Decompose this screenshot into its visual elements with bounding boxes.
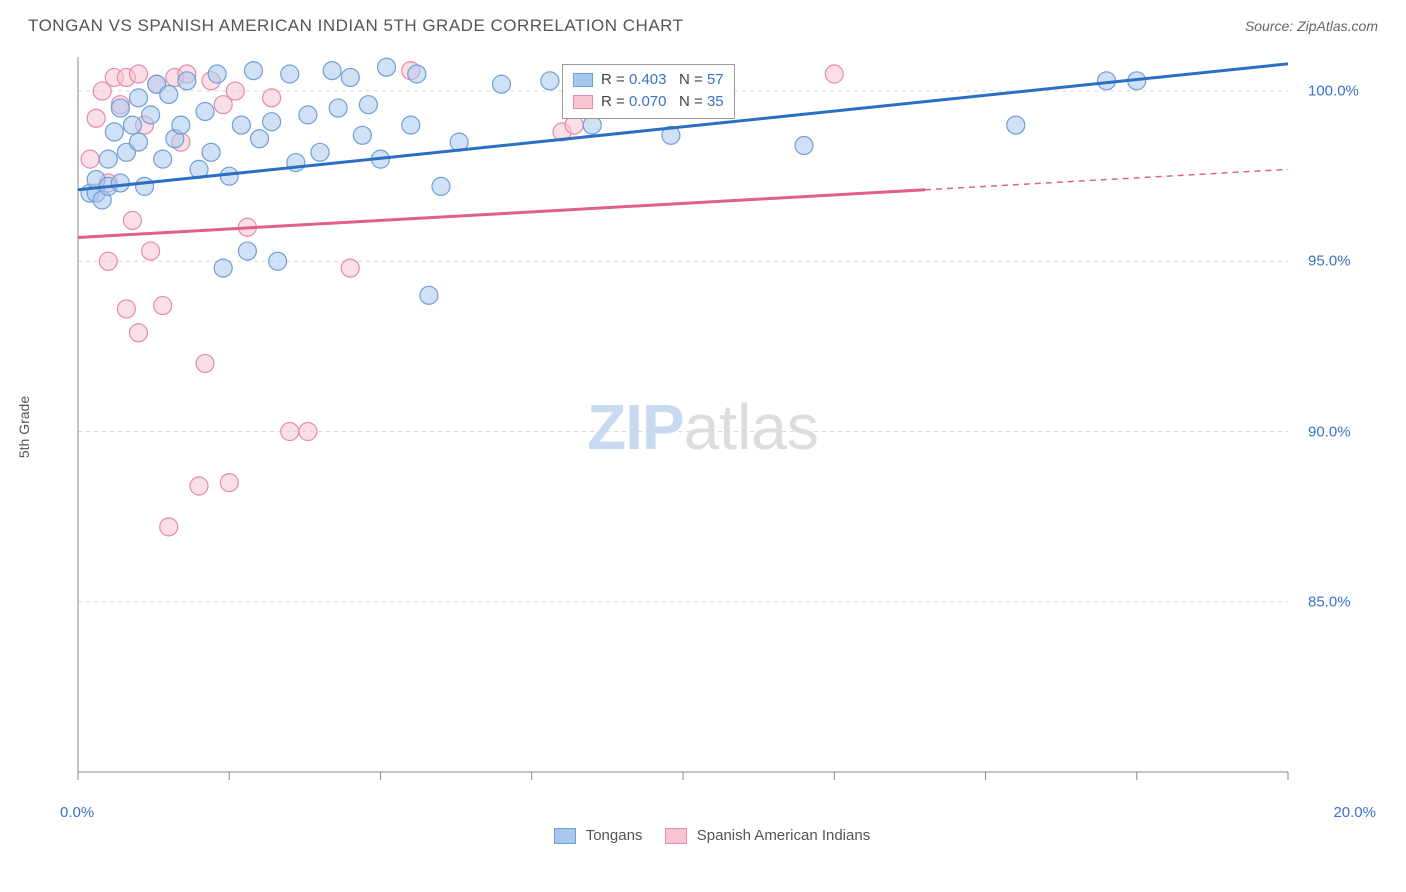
y-tick-label: 85.0% bbox=[1308, 593, 1351, 610]
y-tick-label: 95.0% bbox=[1308, 253, 1351, 270]
legend-swatch-spanish bbox=[665, 828, 687, 844]
legend-swatch-tongans bbox=[554, 828, 576, 844]
x-tick-end: 20.0% bbox=[1333, 804, 1376, 821]
legend-bottom: Tongans Spanish American Indians bbox=[0, 821, 1406, 844]
x-tick-start: 0.0% bbox=[60, 804, 94, 821]
source-attribution: Source: ZipAtlas.com bbox=[1245, 18, 1378, 34]
header: TONGAN VS SPANISH AMERICAN INDIAN 5TH GR… bbox=[0, 0, 1406, 44]
y-tick-label: 100.0% bbox=[1308, 83, 1359, 100]
x-axis-labels: 0.0% 20.0% bbox=[0, 802, 1406, 821]
y-tick-label: 90.0% bbox=[1308, 423, 1351, 440]
scatter-plot bbox=[28, 52, 1298, 802]
chart-title: TONGAN VS SPANISH AMERICAN INDIAN 5TH GR… bbox=[28, 16, 684, 36]
legend-label-tongans: Tongans bbox=[586, 827, 643, 844]
y-axis-label: 5th Grade bbox=[16, 396, 32, 458]
correlation-legend-box: R = 0.403 N = 57R = 0.070 N = 35 bbox=[562, 64, 735, 119]
legend-stat-row: R = 0.403 N = 57 bbox=[573, 69, 724, 92]
legend-stat-row: R = 0.070 N = 35 bbox=[573, 91, 724, 114]
source-label: Source: bbox=[1245, 18, 1297, 34]
chart-area: 5th Grade ZIPatlas R = 0.403 N = 57R = 0… bbox=[28, 52, 1378, 802]
source-name: ZipAtlas.com bbox=[1297, 18, 1378, 34]
legend-label-spanish: Spanish American Indians bbox=[697, 827, 870, 844]
